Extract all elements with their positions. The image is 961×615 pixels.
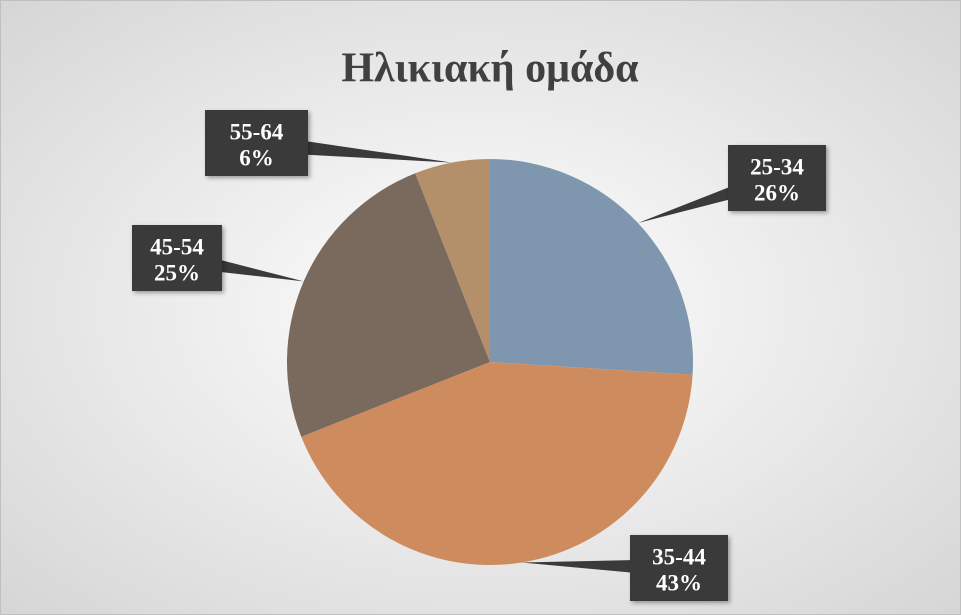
chart-title: Ηλικιακή ομάδα: [341, 46, 639, 92]
data-label-category: 25-34: [750, 154, 804, 179]
pie-slice: [301, 362, 693, 565]
data-label-category: 55-64: [230, 119, 284, 144]
data-label-category: 45-54: [150, 234, 204, 259]
pie-slice: [415, 159, 490, 362]
data-label-value: 43%: [656, 570, 702, 595]
pie-slice: [490, 159, 693, 375]
data-label-value: 6%: [239, 145, 274, 170]
data-label-box: [630, 535, 728, 601]
data-label-value: 26%: [754, 180, 800, 205]
pie-slice: [287, 173, 490, 437]
data-label-category: 35-44: [652, 544, 706, 569]
data-label-box: [728, 145, 826, 211]
data-label-value: 25%: [154, 260, 200, 285]
data-label-box: [132, 225, 222, 291]
data-label-box: [205, 110, 308, 176]
